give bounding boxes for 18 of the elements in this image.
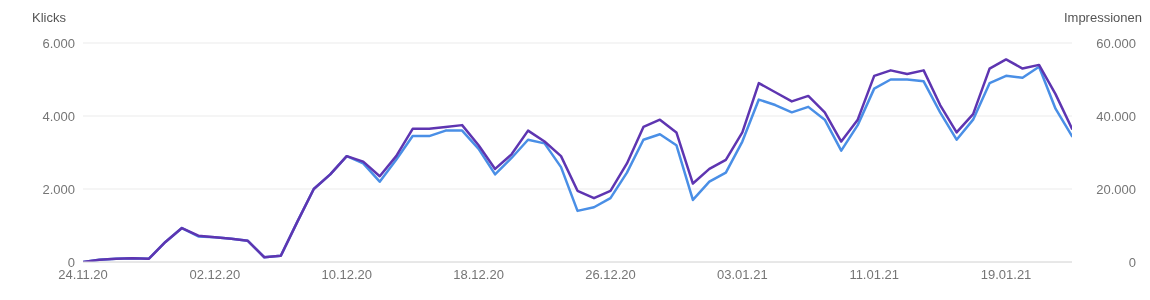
y2-axis-title: Impressionen [1063, 10, 1142, 25]
x-tick-label: 26.12.20 [585, 267, 636, 283]
y2-tick-label: 20.000 [1096, 181, 1136, 197]
y2-tick-label: 40.000 [1096, 108, 1136, 124]
x-tick-label: 10.12.20 [321, 267, 373, 283]
x-tick-label: 19.01.21 [980, 267, 1032, 283]
y-tick-label: 2.000 [42, 181, 75, 197]
x-tick-label: 02.12.20 [189, 267, 241, 283]
x-tick-label: 24.11.20 [58, 267, 108, 283]
x-tick-label: 11.01.21 [849, 267, 900, 283]
y-axis-title: Klicks [32, 10, 66, 25]
x-tick-label: 03.01.21 [717, 267, 768, 283]
x-tick-label: 18.12.20 [453, 267, 504, 283]
y-tick-label: 0 [67, 254, 75, 270]
y-tick-label: 4.000 [42, 108, 75, 124]
y2-tick-label: 60.000 [1096, 35, 1136, 51]
y-tick-label: 6.000 [42, 35, 75, 51]
y2-tick-label: 0 [1128, 254, 1136, 270]
